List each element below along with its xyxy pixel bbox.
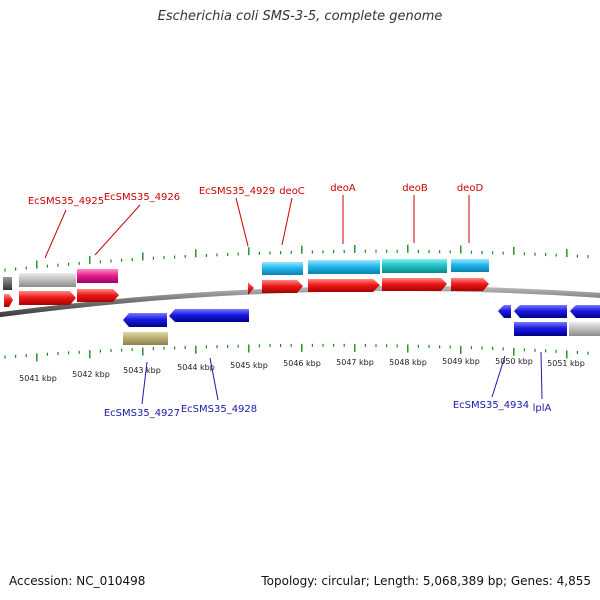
label-leader-line	[281, 197, 293, 246]
gene-feature-box[interactable]	[123, 332, 168, 345]
label-leader-line	[235, 197, 249, 247]
cds-arrow-forward[interactable]	[77, 289, 119, 302]
label-leader-line	[540, 351, 543, 400]
gene-feature-box[interactable]	[382, 259, 447, 273]
gene-label[interactable]: deoB	[402, 183, 428, 194]
reverse-gene-features	[123, 322, 600, 345]
tick-row-forward	[4, 244, 589, 272]
scale-label: 5041 kbp	[19, 374, 57, 383]
cds-arrow-reverse[interactable]	[570, 305, 600, 318]
genome-summary-text: Topology: circular; Length: 5,068,389 bp…	[261, 574, 591, 588]
cds-arrow-forward[interactable]	[262, 280, 303, 293]
cds-arrow-forward[interactable]	[382, 278, 447, 291]
scale-label: 5050 kbp	[495, 357, 533, 366]
gene-label[interactable]: lplA	[533, 403, 552, 414]
scale-label: 5043 kbp	[123, 366, 161, 375]
gene-feature-box[interactable]	[19, 273, 76, 287]
gene-label[interactable]: EcSMS35_4928	[181, 404, 257, 415]
scale-label: 5048 kbp	[389, 358, 427, 367]
label-leader-line	[491, 355, 506, 398]
gene-label[interactable]: EcSMS35_4927	[104, 408, 180, 419]
cds-arrow-forward[interactable]	[248, 282, 254, 295]
scale-label: 5051 kbp	[547, 359, 585, 368]
gene-label[interactable]: EcSMS35_4929	[199, 186, 275, 197]
gene-feature-box[interactable]	[262, 262, 303, 275]
gene-feature-box[interactable]	[514, 322, 567, 336]
gene-feature-box[interactable]	[308, 260, 380, 274]
tick-row-reverse	[4, 343, 589, 362]
scale-labels: 5041 kbp 5042 kbp 5043 kbp 5044 kbp 5045…	[19, 357, 585, 383]
label-leader-line	[141, 361, 148, 405]
reverse-cds-arrows	[123, 305, 600, 327]
forward-cds-arrows	[4, 278, 489, 307]
cds-arrow-forward[interactable]	[308, 279, 380, 292]
reverse-gene-labels: EcSMS35_4927 EcSMS35_4928 EcSMS35_4934 l…	[104, 351, 552, 419]
gene-feature-box[interactable]	[451, 259, 489, 272]
cds-arrow-reverse[interactable]	[514, 305, 567, 318]
label-leader-line	[209, 357, 219, 401]
gene-label[interactable]: deoC	[279, 186, 305, 197]
scale-label: 5044 kbp	[177, 363, 215, 372]
label-leader-line	[94, 204, 141, 256]
scale-label: 5047 kbp	[336, 358, 374, 367]
scale-label: 5049 kbp	[442, 357, 480, 366]
gene-feature-box[interactable]	[3, 277, 12, 290]
forward-gene-features	[3, 259, 489, 290]
gene-feature-box[interactable]	[77, 269, 118, 283]
gene-label[interactable]: EcSMS35_4926	[104, 192, 180, 203]
gene-label[interactable]: deoA	[330, 183, 356, 194]
map-title: Escherichia coli SMS-3-5, complete genom…	[157, 9, 443, 24]
gene-label[interactable]: deoD	[457, 183, 484, 194]
genome-backbone	[0, 285, 600, 318]
cds-arrow-forward[interactable]	[4, 294, 13, 307]
scale-label: 5045 kbp	[230, 361, 268, 370]
cds-arrow-reverse[interactable]	[169, 309, 249, 322]
gene-label[interactable]: EcSMS35_4934	[453, 400, 529, 411]
cds-arrow-reverse[interactable]	[498, 305, 511, 318]
accession-text: Accession: NC_010498	[9, 574, 146, 588]
scale-label: 5046 kbp	[283, 359, 321, 368]
cds-arrow-forward[interactable]	[451, 278, 489, 291]
gene-label[interactable]: EcSMS35_4925	[28, 196, 104, 207]
label-leader-line	[44, 209, 67, 259]
scale-label: 5042 kbp	[72, 370, 110, 379]
forward-gene-labels: EcSMS35_4925 EcSMS35_4926 EcSMS35_4929 d…	[28, 183, 484, 259]
cds-arrow-reverse[interactable]	[123, 313, 167, 327]
gene-feature-box[interactable]	[569, 322, 600, 336]
cds-arrow-forward[interactable]	[19, 291, 76, 305]
